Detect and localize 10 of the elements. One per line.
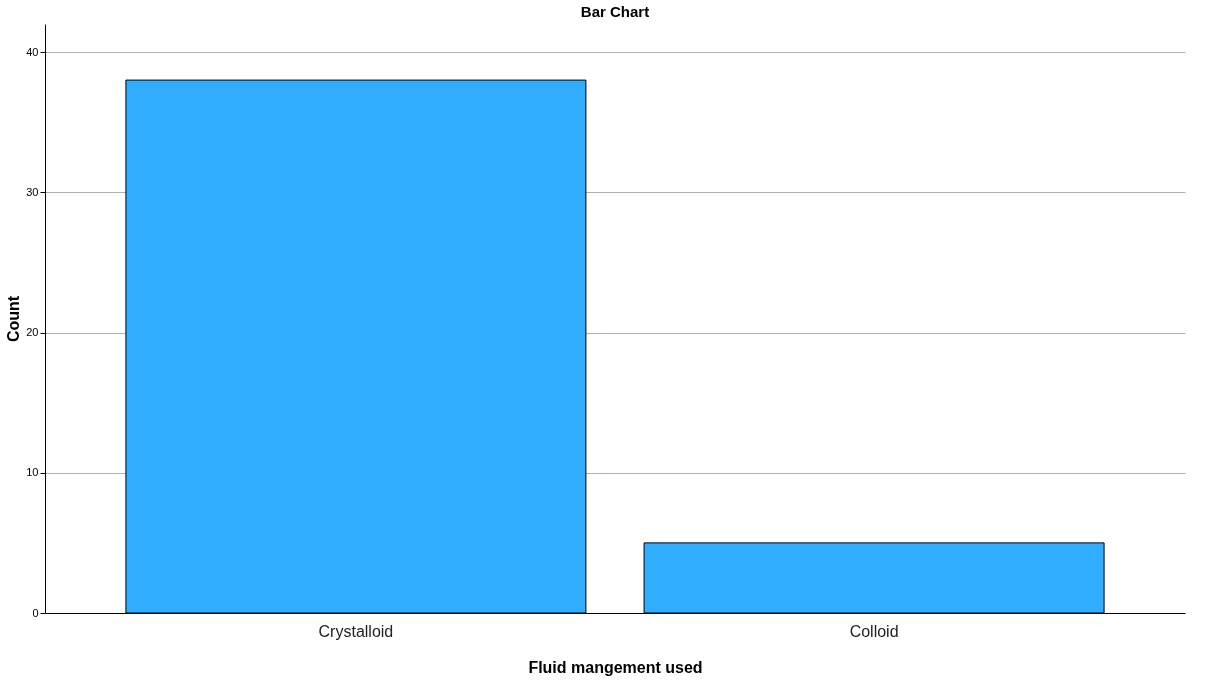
x-axis-title: Fluid mangement used (528, 658, 703, 676)
chart-title: Bar Chart (580, 3, 650, 20)
x-tick-label: Colloid (849, 622, 899, 640)
y-tick-label: 30 (26, 185, 39, 198)
y-tick-label: 20 (26, 326, 39, 339)
y-tick-label: 0 (32, 606, 39, 619)
x-tick-label: Crystalloid (318, 622, 394, 640)
y-tick-label: 10 (26, 466, 39, 479)
y-axis-title: Count (5, 295, 23, 343)
y-tick-label: 40 (26, 45, 39, 58)
